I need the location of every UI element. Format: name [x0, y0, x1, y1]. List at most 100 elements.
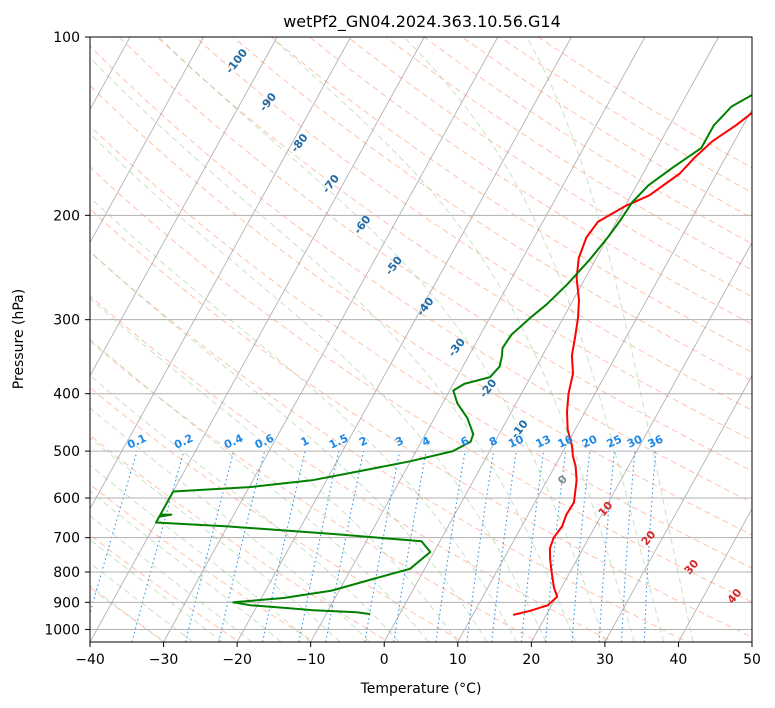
dry-adiabat-line — [118, 37, 752, 472]
mixing-ratio-label: 0.2 — [172, 432, 195, 452]
mixing-ratio-line — [218, 450, 266, 642]
mixing-ratio-label: 25 — [605, 433, 624, 451]
x-tick-label: −30 — [149, 652, 179, 668]
mixing-ratio-line — [643, 451, 657, 642]
x-tick-label: 0 — [380, 652, 389, 668]
x-tick-label: −10 — [296, 652, 326, 668]
dry-adiabat-line — [90, 166, 752, 603]
profile-series — [155, 93, 752, 616]
mixing-ratio-line — [435, 451, 466, 642]
mixing-ratio-line — [364, 450, 401, 642]
y-axis-label: Pressure (hPa) — [11, 289, 27, 389]
isotherm-line — [604, 374, 752, 642]
dry-adiabat-line — [90, 84, 752, 536]
mixing-ratio-label: 16 — [556, 432, 576, 450]
theta-e-line — [0, 374, 53, 642]
isotherm-line — [383, 37, 719, 642]
x-tick-label: 30 — [596, 652, 614, 668]
x-tick-label: 10 — [449, 652, 467, 668]
mixing-ratio-line — [621, 451, 636, 642]
moist-adiabat-line — [90, 515, 253, 642]
mixing-ratio-line — [466, 451, 495, 642]
dry-adiabat-line — [90, 295, 614, 642]
moist-adiabat-line — [90, 437, 341, 642]
moist-adiabat-line — [90, 464, 312, 642]
moist-adiabat-line — [90, 56, 576, 642]
moist-adiabat-label: 40 — [725, 586, 745, 606]
moist-adiabat-line — [158, 37, 606, 642]
x-tick-label: −40 — [75, 652, 105, 668]
moist-adiabat-line — [90, 133, 547, 642]
mixing-ratio-line — [325, 450, 365, 642]
moist-adiabat-line — [90, 374, 400, 642]
dry-adiabat-label: -50 — [383, 254, 406, 278]
moist-adiabat-line — [403, 37, 665, 642]
isotherm-line — [90, 37, 204, 244]
y-tick-label: 300 — [53, 313, 80, 329]
y-tick-label: 500 — [53, 444, 80, 460]
y-tick-label: 700 — [53, 531, 80, 547]
mixing-ratio-label: 1.5 — [327, 432, 350, 452]
moist-adiabat-line — [90, 196, 518, 642]
dry-adiabat-line — [461, 37, 752, 219]
isotherm-line — [90, 37, 278, 377]
mixing-ratio-label: 20 — [580, 432, 600, 450]
isotherm-line — [457, 108, 752, 642]
isotherm-line — [236, 37, 572, 642]
dry-adiabat-label: -80 — [288, 131, 311, 155]
mixing-ratio-label: 0.4 — [222, 431, 245, 451]
moist-adiabat-label: 20 — [639, 528, 659, 548]
isotherm-line — [90, 37, 425, 642]
y-tick-label: 900 — [53, 595, 80, 611]
isotherm-line — [530, 241, 752, 642]
mixing-ratio-label: 4 — [420, 434, 433, 449]
line-labels: -100-90-80-70-60-50-40-30-20-100.1 0.2 0.4… — [125, 46, 744, 606]
moist-adiabat-label: 0 — [555, 473, 570, 487]
mixing-ratio-label: 13 — [534, 433, 553, 451]
y-tick-label: 100 — [53, 30, 80, 46]
dry-adiabat-line — [309, 37, 752, 325]
dry-adiabat-label: -30 — [445, 335, 468, 359]
isotherm-line — [0, 37, 56, 642]
isotherm-line — [90, 37, 352, 510]
dry-adiabat-line — [156, 37, 752, 441]
mixing-ratio-line — [598, 451, 616, 642]
y-tick-label: 400 — [53, 387, 80, 403]
chart-title: wetPf2_GN04.2024.363.10.56.G14 — [283, 12, 561, 32]
x-tick-label: −20 — [222, 652, 252, 668]
mixing-ratio-line — [520, 451, 545, 642]
x-tick-label: 50 — [743, 652, 761, 668]
mixing-ratio-line — [491, 451, 517, 642]
moist-adiabat-line — [90, 250, 488, 642]
mixing-ratio-label: 0.1 — [125, 432, 148, 452]
mixing-ratio-label: 10 — [506, 432, 526, 450]
dry-adiabat-line — [90, 125, 752, 569]
dry-adiabat-line — [232, 37, 752, 382]
mixing-ratio-line — [545, 451, 567, 642]
mixing-ratio-label: 3 — [393, 434, 405, 449]
y-tick-label: 600 — [53, 491, 80, 507]
isotherm-line — [751, 641, 752, 642]
plot-frame — [89, 36, 753, 643]
mixing-ratio-label: 30 — [625, 432, 645, 450]
x-axis-label: Temperature (°C) — [360, 681, 482, 697]
mixing-ratio-label: 2 — [357, 434, 369, 449]
dry-adiabat-line — [271, 37, 752, 353]
dry-adiabat-label: -60 — [351, 213, 374, 237]
y-tick-label: 200 — [53, 208, 80, 224]
dry-adiabat-label: -100 — [223, 46, 250, 76]
y-tick-label: 800 — [53, 565, 80, 581]
x-tick-label: 20 — [522, 652, 540, 668]
dry-adiabat-line — [90, 45, 752, 504]
mixing-ratio-label: 0.6 — [253, 431, 276, 451]
moist-adiabat-line — [270, 37, 635, 642]
isotherm-line — [163, 37, 499, 642]
moist-adiabat-line — [90, 562, 194, 642]
mixing-ratio-line — [571, 451, 591, 642]
isotherm-line — [310, 37, 646, 642]
mixing-ratio-line — [131, 450, 185, 642]
isotherm-line — [678, 507, 752, 642]
moist-adiabat-line — [90, 297, 459, 642]
temperature-line — [512, 111, 752, 616]
mixing-ratio-line — [90, 450, 138, 615]
